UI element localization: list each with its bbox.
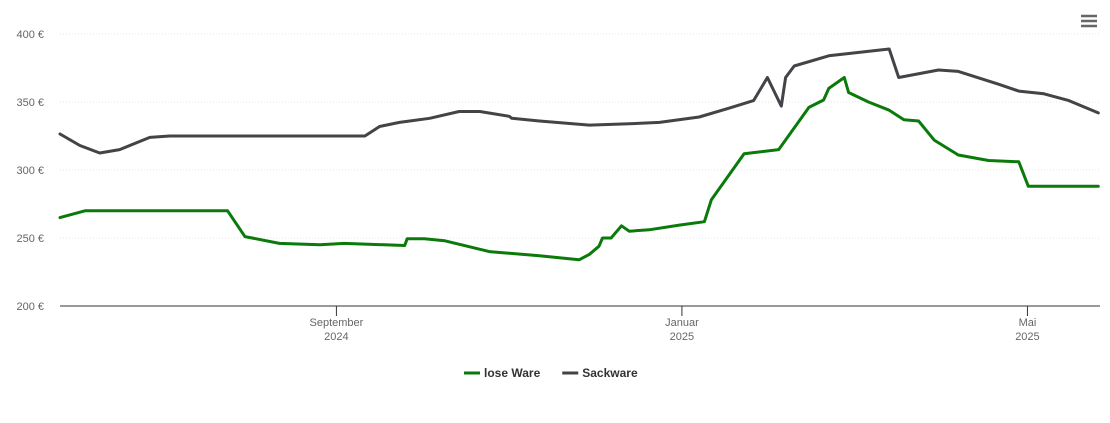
x-tick-label: Januar 2025 [665, 317, 699, 343]
x-tick-label: September 2024 [310, 317, 364, 343]
legend-label[interactable]: Sackware [582, 366, 638, 380]
menu-button[interactable] [1078, 12, 1100, 32]
y-tick-label: 250 € [16, 233, 44, 245]
line-series [58, 47, 1100, 155]
y-tick-label: 300 € [16, 165, 44, 177]
legend-label[interactable]: lose Ware [484, 366, 541, 380]
legend-item[interactable]: Sackware [562, 366, 638, 380]
y-tick-label: 200 € [16, 301, 44, 313]
y-tick-label: 400 € [16, 29, 44, 41]
menu-icon[interactable] [1081, 14, 1097, 28]
legend: lose Ware Sackware [464, 366, 638, 380]
line-series [58, 76, 1100, 262]
legend-item[interactable]: lose Ware [464, 366, 541, 380]
x-tick-label: Mai 2025 [1015, 317, 1039, 343]
y-tick-label: 350 € [16, 97, 44, 109]
